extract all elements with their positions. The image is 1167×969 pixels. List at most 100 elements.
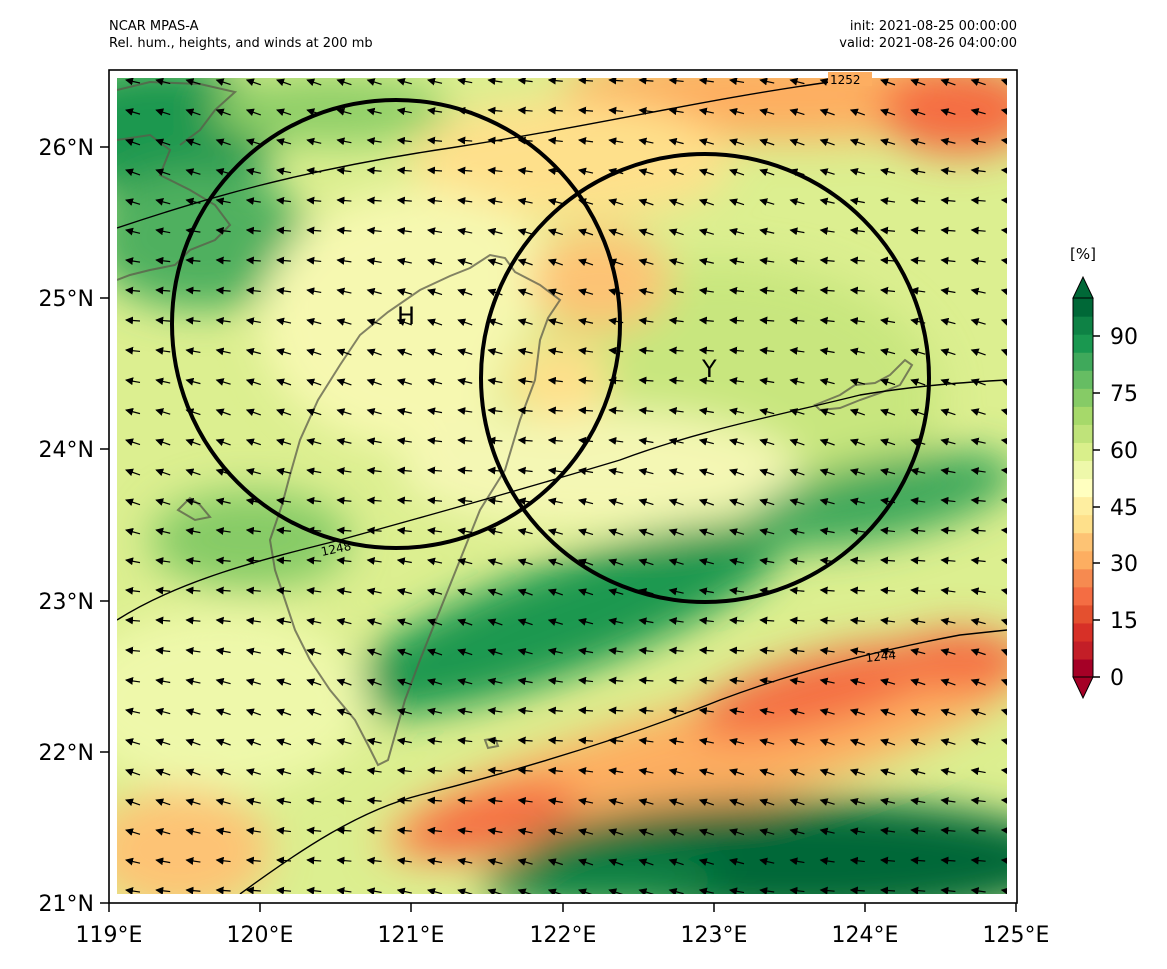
- wind-arrow: [125, 138, 141, 147]
- wind-arrow: [155, 886, 171, 894]
- wind-arrow: [427, 136, 443, 145]
- wind-arrow: [396, 707, 412, 716]
- wind-arrow: [457, 857, 473, 866]
- wind-arrow: [457, 78, 473, 86]
- wind-arrow: [245, 197, 261, 206]
- wind-arrow: [1000, 137, 1007, 145]
- wind-arrow: [366, 196, 382, 205]
- wind-arrow: [276, 317, 292, 326]
- wind-arrow: [880, 138, 896, 146]
- wind-arrow: [608, 346, 624, 355]
- radius-circles: [170, 98, 931, 604]
- wind-arrow: [276, 556, 292, 565]
- wind-arrow: [759, 227, 775, 236]
- wind-arrow: [336, 408, 352, 416]
- wind-arrow: [638, 437, 654, 446]
- wind-vectors: [125, 78, 1007, 894]
- wind-arrow: [215, 886, 231, 894]
- wind-arrow: [427, 618, 443, 627]
- wind-arrow: [970, 587, 986, 596]
- colorbar-segment: [1073, 496, 1093, 516]
- height-contour-1248: [117, 379, 1007, 621]
- wind-arrow: [819, 316, 835, 325]
- wind-arrow: [970, 318, 986, 326]
- wind-arrow: [789, 227, 805, 236]
- wind-arrow: [910, 497, 926, 505]
- wind-arrow: [668, 558, 684, 566]
- wind-arrow: [940, 287, 956, 296]
- wind-arrow: [1000, 348, 1007, 357]
- wind-arrow: [1000, 856, 1007, 865]
- wind-arrow: [185, 347, 201, 356]
- wind-arrow: [336, 648, 352, 656]
- wind-arrow: [125, 887, 141, 894]
- wind-arrow: [668, 646, 684, 655]
- wind-arrow: [547, 228, 563, 236]
- wind-arrow: [517, 197, 533, 206]
- wind-arrow: [245, 408, 262, 417]
- wind-arrow: [185, 768, 201, 777]
- colorbar-unit-label: [%]: [1070, 245, 1096, 263]
- wind-arrow: [789, 646, 805, 655]
- wind-arrow: [668, 78, 684, 85]
- wind-arrow: [185, 138, 201, 147]
- contour-label-1252: 1252: [830, 73, 861, 87]
- wind-arrow: [729, 646, 745, 655]
- wind-arrow: [789, 468, 805, 477]
- wind-arrow: [215, 78, 231, 86]
- y-tick-label: 23°N: [39, 590, 94, 615]
- wind-arrow: [789, 586, 805, 595]
- wind-arrow: [125, 798, 141, 807]
- colorbar-extend-max: [1072, 275, 1094, 299]
- wind-arrow: [245, 797, 261, 806]
- wind-arrow: [155, 168, 171, 177]
- wind-arrow: [729, 737, 745, 746]
- wind-arrow: [245, 317, 261, 326]
- colorbar-segment: [1073, 370, 1093, 389]
- wind-arrow: [185, 677, 201, 686]
- wind-arrow: [668, 316, 684, 325]
- wind-arrow: [970, 408, 986, 416]
- wind-arrow: [849, 497, 865, 506]
- wind-arrow: [698, 407, 714, 416]
- wind-arrow: [638, 198, 654, 207]
- wind-arrow: [849, 556, 865, 565]
- wind-arrow: [245, 678, 261, 686]
- wind-arrow: [427, 196, 443, 205]
- wind-arrow: [517, 677, 533, 686]
- wind-arrow: [185, 468, 201, 477]
- wind-arrow: [910, 617, 926, 626]
- wind-arrow: [668, 107, 684, 116]
- wind-arrow: [970, 856, 986, 865]
- wind-arrow: [457, 407, 473, 415]
- wind-arrow: [215, 256, 231, 265]
- wind-arrow: [910, 226, 926, 235]
- wind-arrow: [578, 288, 594, 296]
- wind-arrow: [125, 707, 141, 716]
- wind-arrow: [245, 256, 261, 265]
- wind-arrow: [729, 138, 745, 146]
- wind-arrow: [910, 167, 926, 176]
- wind-arrow: [336, 196, 352, 205]
- wind-arrow: [427, 707, 443, 716]
- wind-arrow: [789, 557, 805, 565]
- wind-arrow: [759, 316, 775, 325]
- wind-arrow: [668, 198, 684, 207]
- wind-arrow: [155, 78, 171, 86]
- wind-arrow: [487, 377, 503, 386]
- wind-arrow: [729, 798, 745, 807]
- wind-arrow: [819, 377, 835, 386]
- wind-arrow: [276, 78, 292, 87]
- wind-arrow: [396, 288, 412, 296]
- wind-arrow: [910, 286, 926, 295]
- wind-arrow: [125, 346, 141, 355]
- wind-arrow: [910, 196, 926, 205]
- wind-arrow: [336, 796, 352, 805]
- wind-arrow: [396, 826, 412, 835]
- wind-arrow: [970, 196, 986, 205]
- field-description: Rel. hum., heights, and winds at 200 mb: [109, 36, 373, 51]
- circle-y: [479, 152, 931, 604]
- wind-arrow: [185, 286, 201, 295]
- wind-arrow: [517, 377, 533, 385]
- wind-arrow: [366, 648, 382, 657]
